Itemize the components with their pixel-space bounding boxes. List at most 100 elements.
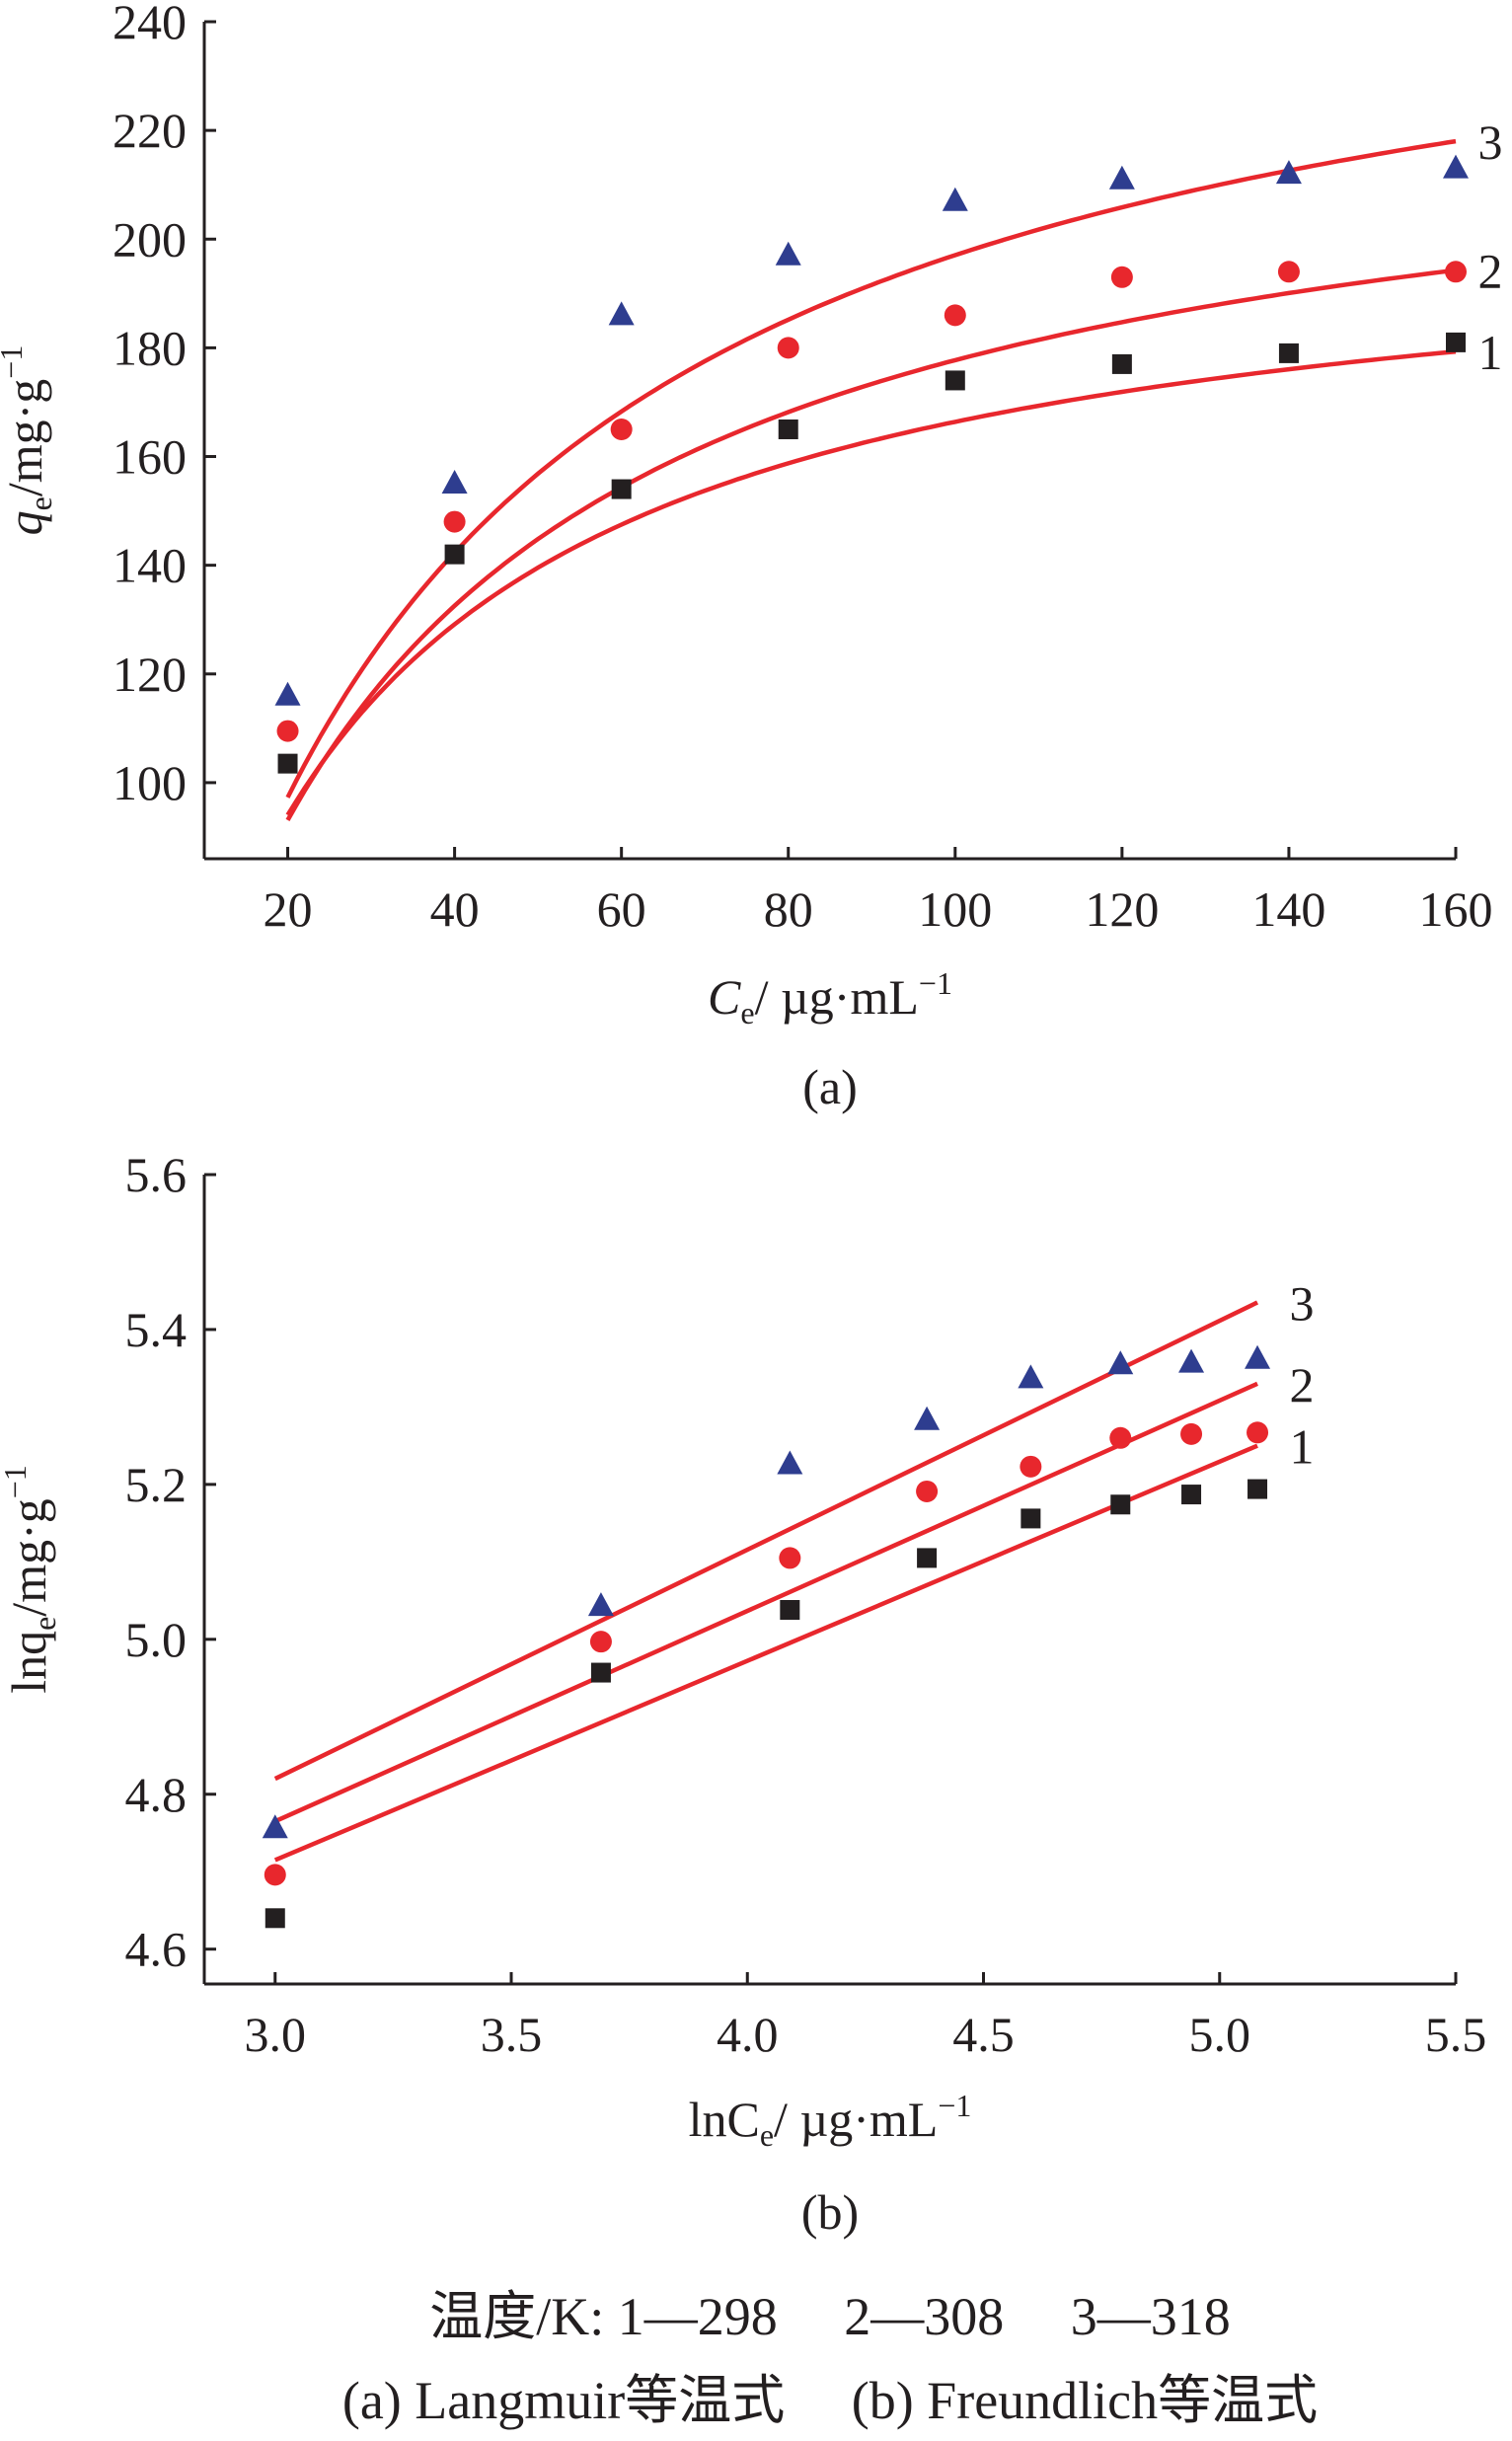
panel-b-data-points	[262, 1344, 1271, 1929]
panel-a-x-tick-label: 120	[1085, 881, 1159, 937]
panel-a-y-axis-title: qe/mg·g−1	[0, 345, 58, 536]
panel-a-label: (a)	[802, 1059, 858, 1114]
panel-b-y-axis-title: lnqe/mg·g−1	[0, 1465, 62, 1694]
panel-a-curve-label-1: 1	[1478, 325, 1503, 380]
panel-a-point-series-2	[443, 510, 466, 533]
panel-b-point-series-1	[1110, 1494, 1131, 1515]
panel-b-point-series-2	[779, 1547, 801, 1569]
panel-b-point-series-3	[1018, 1364, 1044, 1389]
panel-b-x-tick-label: 4.5	[952, 2007, 1015, 2062]
panel-a-point-series-1	[945, 370, 965, 391]
panel-b-point-series-3	[1245, 1344, 1271, 1369]
panel-a-ticks: 20 40 60 80 100 120 140 160 100 120 140 160 180 200 22…	[113, 0, 1493, 937]
panel-a-point-series-2	[1445, 261, 1467, 283]
panel-b-point-series-3	[587, 1592, 614, 1617]
panel-a-point-series-3	[441, 470, 468, 495]
panel-a-point-series-3	[274, 681, 301, 706]
panel-b-point-series-1	[1247, 1479, 1268, 1499]
panel-b-fit-lines	[273, 1300, 1259, 1863]
panel-b-fit-series-2	[273, 1381, 1258, 1824]
panel-a-y-tick-label: 160	[113, 429, 187, 485]
panel-b-y-tick-label: 5.6	[125, 1147, 188, 1202]
panel-b-point-series-1	[1021, 1508, 1041, 1529]
panel-b-x-tick-label: 5.0	[1189, 2007, 1251, 2062]
panel-a-x-tick-label: 20	[264, 881, 313, 937]
caption-panel-descriptions: (a) Langmuir等温式 (b) Freundlich等温式	[342, 2371, 1318, 2430]
panel-b-fit-series-3	[273, 1300, 1259, 1782]
panel-b-x-tick-label: 4.0	[717, 2007, 779, 2062]
panel-b-point-series-3	[1178, 1348, 1205, 1373]
panel-a-point-series-1	[778, 419, 798, 439]
panel-a-x-tick-label: 40	[430, 881, 480, 937]
panel-a-point-series-2	[777, 337, 799, 359]
panel-b-point-series-2	[1020, 1455, 1042, 1478]
panel-a-x-tick-label: 140	[1251, 881, 1325, 937]
panel-b-y-tick-label: 5.4	[125, 1302, 188, 1357]
panel-a-point-series-3	[1108, 165, 1135, 190]
panel-b-point-series-2	[264, 1864, 286, 1886]
panel-b-point-series-3	[262, 1814, 288, 1839]
panel-a-point-series-3	[775, 241, 801, 266]
panel-b-point-series-1	[265, 1908, 285, 1929]
panel-a-point-series-3	[608, 301, 635, 326]
panel-b-curve-label-2: 2	[1290, 1357, 1315, 1412]
panel-a-point-series-2	[1277, 261, 1300, 283]
panel-b-curve-label-3: 3	[1290, 1275, 1315, 1331]
panel-b-x-tick-label: 3.5	[481, 2007, 543, 2062]
panel-a-point-series-1	[611, 479, 632, 499]
panel-b-point-series-1	[917, 1548, 938, 1568]
panel-a-fit-series-1	[285, 348, 1457, 816]
panel-a-axes	[202, 22, 1456, 861]
panel-b-y-tick-label: 4.6	[125, 1922, 188, 1977]
panel-a-x-tick-label: 80	[764, 881, 813, 937]
panel-a-y-tick-label: 180	[113, 320, 187, 375]
panel-a-x-tick-label: 100	[918, 881, 992, 937]
panel-a-point-series-2	[276, 720, 299, 742]
panel-b-freundlich: 3.0 3.5 4.0 4.5 5.0 5.54.64.85.05.25.45.6 123…	[0, 1147, 1486, 2240]
panel-a-curve-labels: 1 2 3	[1478, 114, 1503, 380]
panel-b-x-tick-label: 5.5	[1425, 2007, 1487, 2062]
panel-b-label: (b)	[801, 2184, 859, 2240]
panel-a-y-tick-label: 140	[113, 538, 187, 593]
panel-a-point-series-1	[1446, 332, 1466, 352]
caption-temperature-legend: 温度/K: 1—298 2—308 3—318	[429, 2287, 1231, 2346]
panel-a-y-tick-label: 100	[113, 755, 187, 810]
panel-b-curve-label-1: 1	[1290, 1419, 1315, 1475]
panel-a-x-axis-title: Ce/ µg·mL−1	[708, 965, 952, 1030]
panel-a-point-series-3	[942, 187, 968, 211]
panel-a-fit-series-3	[285, 138, 1457, 799]
panel-b-point-series-2	[1180, 1422, 1203, 1445]
panel-b-point-series-3	[777, 1450, 803, 1475]
panel-b-point-series-1	[780, 1599, 800, 1620]
panel-a-point-series-1	[1111, 353, 1132, 374]
panel-b-x-tick-label: 3.0	[245, 2007, 307, 2062]
panel-a-point-series-1	[1278, 343, 1299, 363]
panel-a-point-series-2	[944, 304, 966, 327]
panel-a-y-tick-label: 200	[113, 211, 187, 267]
panel-b-point-series-3	[914, 1406, 941, 1430]
panel-b-x-axis-title: lnCe/ µg·mL−1	[689, 2088, 972, 2153]
panel-b-point-series-2	[1247, 1421, 1269, 1444]
panel-a-curve-label-2: 2	[1478, 244, 1503, 299]
panel-a-x-tick-label: 60	[597, 881, 646, 937]
panel-a-y-tick-label: 240	[113, 0, 187, 49]
panel-a-data-points	[274, 154, 1469, 774]
panel-b-point-series-2	[589, 1631, 612, 1653]
panel-b-y-tick-label: 4.8	[125, 1767, 188, 1822]
panel-a-fit-curves	[285, 138, 1457, 822]
panel-a-point-series-2	[1110, 266, 1133, 288]
panel-a-point-series-3	[1443, 154, 1469, 179]
panel-a-x-tick-label: 160	[1419, 881, 1493, 937]
panel-b-axes	[202, 1175, 1456, 1986]
panel-a-curve-label-3: 3	[1478, 114, 1503, 170]
panel-a-fit-series-2	[285, 267, 1457, 822]
panel-b-ticks: 3.0 3.5 4.0 4.5 5.0 5.5 4.6 4.8 5.0 5.2 5.4 5.6	[125, 1147, 1487, 2062]
panel-a-y-tick-label: 120	[113, 647, 187, 702]
panel-b-point-series-2	[916, 1480, 939, 1502]
panel-b-point-series-2	[1109, 1426, 1132, 1449]
panel-a-point-series-1	[444, 544, 465, 565]
panel-b-y-tick-label: 5.2	[125, 1457, 188, 1512]
panel-b-fit-series-1	[273, 1443, 1258, 1863]
panel-b-curve-labels: 1 2 3	[1290, 1275, 1315, 1474]
